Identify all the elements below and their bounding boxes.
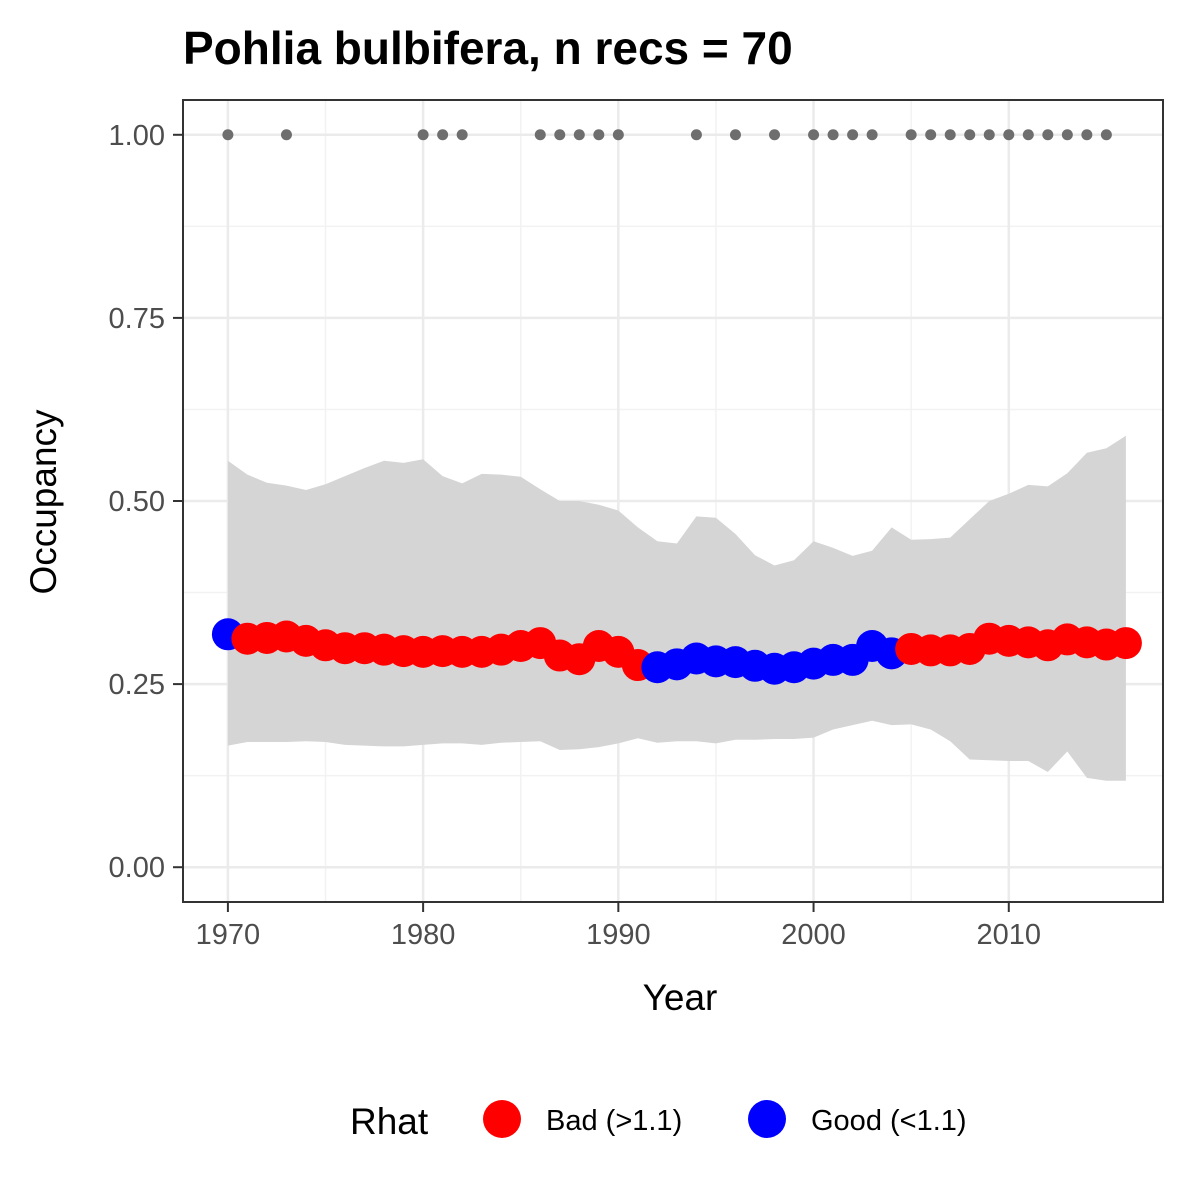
record-point [847, 129, 859, 141]
legend: Rhat Bad (>1.1) Good (<1.1) [350, 1100, 967, 1142]
legend-key [483, 1100, 521, 1138]
legend-label: Good (<1.1) [811, 1105, 967, 1137]
y-tick-label: 1.00 [109, 120, 165, 152]
record-point [1061, 129, 1073, 141]
legend-key [748, 1100, 786, 1138]
record-point [280, 129, 292, 141]
occupancy-point [1109, 627, 1142, 660]
x-tick-label: 1980 [391, 919, 456, 951]
record-point [456, 129, 468, 141]
record-point [866, 129, 878, 141]
y-axis-title: Occupancy [23, 409, 64, 595]
record-point [437, 129, 449, 141]
x-tick-label: 1970 [196, 919, 261, 951]
ribbon-area [227, 435, 1126, 781]
x-axis-title: Year [643, 977, 718, 1018]
y-tick-label: 0.75 [109, 303, 165, 335]
record-point [417, 129, 429, 141]
y-tick-label: 0.00 [109, 852, 165, 884]
legend-label: Bad (>1.1) [546, 1105, 682, 1137]
record-point [1022, 129, 1034, 141]
x-tick-label: 2000 [781, 919, 846, 951]
x-tick-label: 2010 [977, 919, 1042, 951]
record-point [222, 129, 234, 141]
record-points [222, 129, 1112, 141]
record-point [983, 129, 995, 141]
record-point [554, 129, 566, 141]
y-axis: 0.00 0.25 0.50 0.75 1.00 [109, 120, 183, 884]
record-point [573, 129, 585, 141]
record-point [944, 129, 956, 141]
record-point [1081, 129, 1093, 141]
record-point [612, 129, 624, 141]
record-point [964, 129, 976, 141]
record-point [769, 129, 781, 141]
chart-title: Pohlia bulbifera, n recs = 70 [183, 22, 793, 74]
record-point [1042, 129, 1054, 141]
record-point [808, 129, 820, 141]
record-point [827, 129, 839, 141]
y-tick-label: 0.50 [109, 486, 165, 518]
x-axis: 1970 1980 1990 2000 2010 [196, 902, 1041, 951]
record-point [925, 129, 937, 141]
occupancy-points [211, 618, 1142, 685]
record-point [690, 129, 702, 141]
record-point [593, 129, 605, 141]
x-tick-label: 1990 [586, 919, 651, 951]
credible-interval-ribbon [227, 435, 1126, 781]
record-point [534, 129, 546, 141]
legend-title: Rhat [350, 1101, 429, 1142]
y-tick-label: 0.25 [109, 669, 165, 701]
record-point [1003, 129, 1015, 141]
record-point [1100, 129, 1112, 141]
record-point [905, 129, 917, 141]
record-point [729, 129, 741, 141]
